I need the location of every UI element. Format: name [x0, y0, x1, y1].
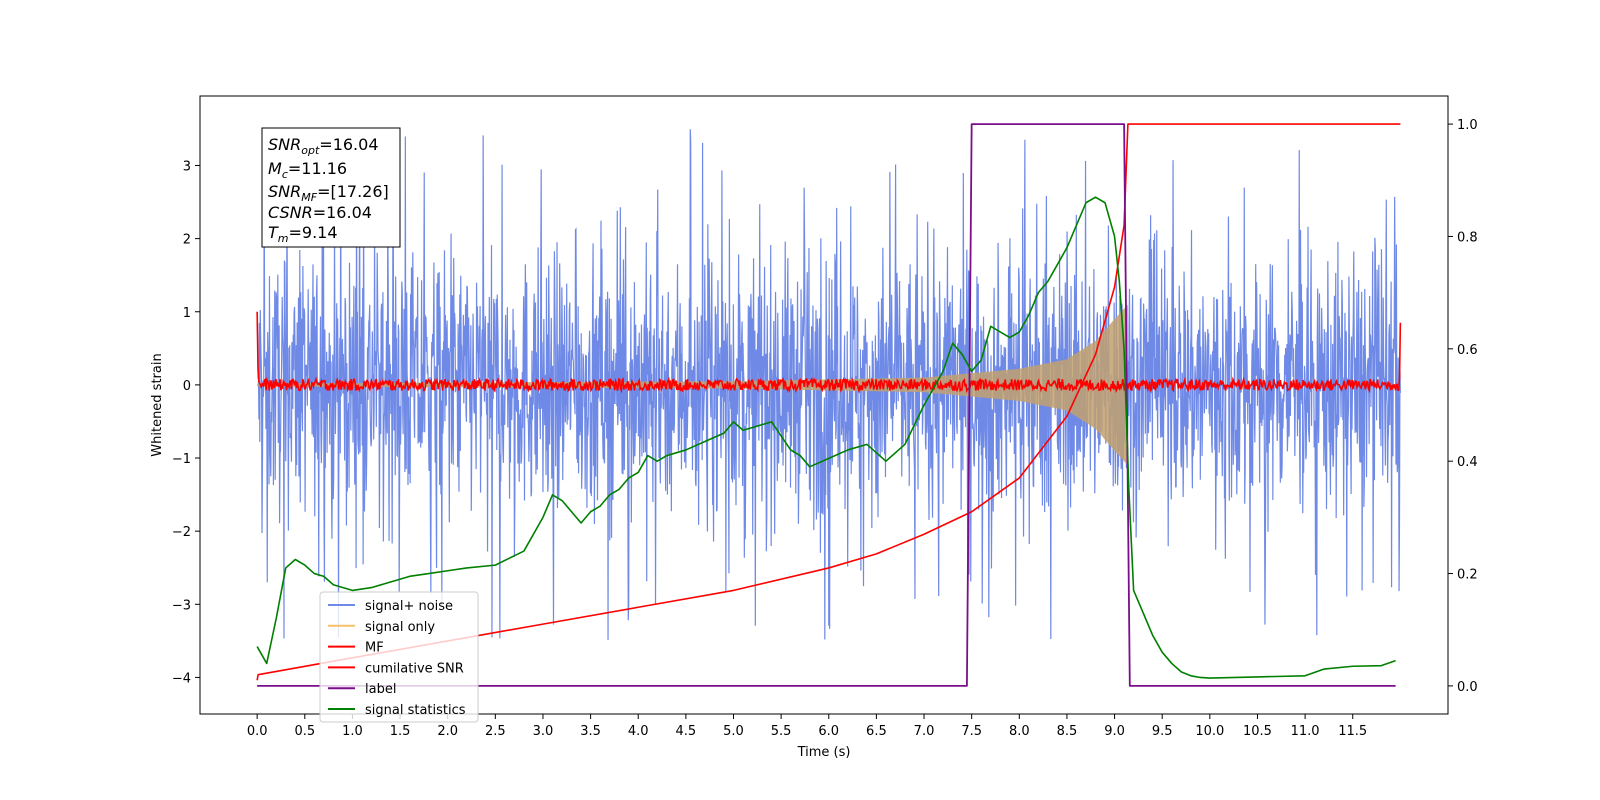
x-tick-label: 0.0: [247, 724, 268, 739]
y2-axis-ticks: 1.0 0.8 0.6 0.4 0.2 0.0: [1448, 118, 1478, 695]
y-tick-label: −4: [172, 671, 191, 686]
y-tick-label: 3: [183, 159, 191, 174]
x-tick-label: 11.5: [1338, 724, 1367, 739]
x-tick-label: 11.0: [1291, 724, 1320, 739]
y-axis-ticks: 3 2 1 0 −1 −2 −3 −4: [172, 159, 200, 686]
legend-entry: cumilative SNR: [365, 661, 464, 676]
x-tick-label: 3.0: [533, 724, 554, 739]
x-tick-label: 8.0: [1009, 724, 1030, 739]
x-tick-label: 0.5: [294, 724, 315, 739]
legend-entry: MF: [365, 641, 384, 656]
annotation-csnr: CSNR=16.04: [268, 203, 372, 222]
series-label: [257, 123, 1396, 687]
x-tick-label: 6.0: [818, 724, 839, 739]
y-tick-label: 0: [183, 379, 191, 394]
y-tick-label: 2: [183, 233, 191, 248]
plot-frame: [199, 95, 1449, 715]
series-mf: [256, 311, 1402, 394]
annotation-snr-mf: SNRMF=[17.26]: [268, 182, 389, 204]
legend-entry: signal only: [365, 620, 435, 635]
y-tick-label: −2: [172, 525, 191, 540]
x-tick-label: 9.5: [1152, 724, 1173, 739]
series-signal-only: [257, 304, 1128, 466]
x-tick-label: 4.5: [676, 724, 697, 739]
y-tick-label: −1: [172, 452, 191, 467]
x-tick-label: 7.0: [914, 724, 935, 739]
y2-tick-label: 0.2: [1457, 568, 1478, 583]
x-axis-ticks: 0.0 0.5 1.0 1.5 2.0 2.5 3.0 3.5 4.0 4.5 5.0 5.5 6.0 6…: [247, 714, 1367, 739]
y2-tick-label: 1.0: [1457, 118, 1478, 133]
x-tick-label: 2.0: [437, 724, 458, 739]
annotation-tm: Tm=9.14: [268, 223, 338, 245]
annotation-snr-opt: SNRopt=16.04: [268, 135, 379, 157]
y2-tick-label: 0.8: [1457, 230, 1478, 245]
y2-tick-label: 0.6: [1457, 343, 1478, 358]
x-tick-label: 1.0: [342, 724, 363, 739]
annotation-mc: Mc=11.16: [268, 159, 347, 181]
x-axis-label: Time (s): [797, 745, 851, 760]
x-tick-label: 8.5: [1057, 724, 1078, 739]
x-tick-label: 9.0: [1104, 724, 1125, 739]
x-tick-label: 5.0: [723, 724, 744, 739]
x-tick-label: 2.5: [485, 724, 506, 739]
x-tick-label: 6.5: [866, 724, 887, 739]
y2-tick-label: 0.4: [1457, 455, 1478, 470]
legend-entry: signal+ noise: [365, 599, 453, 614]
legend-entry: label: [365, 682, 396, 697]
x-tick-label: 3.5: [580, 724, 601, 739]
annotation-box: SNRopt=16.04 Mc=11.16 SNRMF=[17.26] CSNR…: [261, 127, 401, 248]
x-tick-label: 4.0: [628, 724, 649, 739]
x-tick-label: 10.0: [1195, 724, 1224, 739]
legend: signal+ noise signal only MF cumilative SNR…: [319, 591, 479, 723]
series-signal-statistics: [256, 196, 1396, 679]
legend-entry: signal statistics: [365, 703, 466, 718]
x-tick-label: 7.5: [961, 724, 982, 739]
y-axis-label: Whitened strain: [150, 353, 165, 456]
y2-tick-label: 0.0: [1457, 680, 1478, 695]
x-tick-label: 10.5: [1243, 724, 1272, 739]
x-tick-label: 5.5: [771, 724, 792, 739]
y-tick-label: −3: [172, 598, 191, 613]
y-tick-label: 1: [183, 306, 191, 321]
x-tick-label: 1.5: [390, 724, 411, 739]
